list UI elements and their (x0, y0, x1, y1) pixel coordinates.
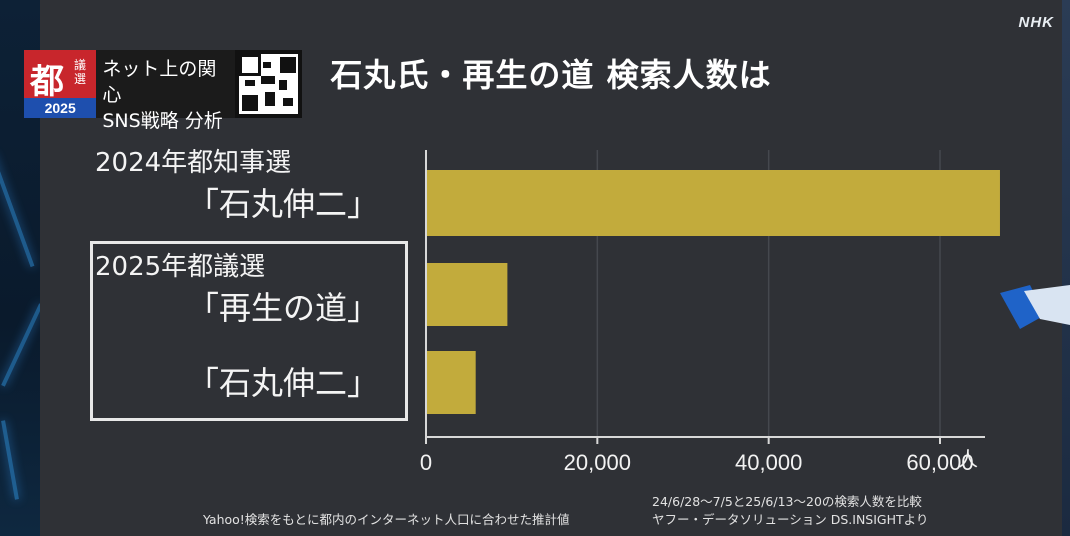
x-tick-label: 0 (420, 450, 432, 475)
badge-caption: ネット上の関心 SNS戦略 分析 (96, 50, 236, 132)
badge-kanji: 都 (30, 62, 64, 102)
category-label-2: 2025年都議選 「再生の道」 (95, 246, 379, 329)
badge-caption-line2: SNS戦略 分析 (102, 110, 223, 132)
highlight-box (90, 241, 408, 421)
category-name-1: 「石丸伸二」 (187, 185, 380, 223)
program-badge: 都 議選 2025 ネット上の関心 SNS戦略 分析 (24, 50, 302, 132)
x-tick-label: 60,000 (906, 450, 973, 475)
badge-year: 2025 (24, 98, 97, 118)
qr-code-icon (239, 54, 299, 114)
footnote-source: ヤフー・データソリューション DS.INSIGHTより (652, 512, 929, 527)
category-group-2: 2025年都議選 (95, 252, 266, 282)
category-name-3: 「石丸伸二」 (187, 364, 380, 402)
badge-caption-line1: ネット上の関心 (102, 58, 217, 106)
bar (426, 170, 1000, 236)
chart-title: 石丸氏・再生の道 検索人数は (330, 56, 772, 94)
x-tick-label: 20,000 (564, 450, 631, 475)
category-label-3: 「石丸伸二」 (187, 358, 379, 404)
bar (426, 351, 476, 414)
footnote-period: 24/6/28〜7/5と25/6/13〜20の検索人数を比較 (652, 494, 922, 509)
bar (426, 263, 508, 326)
category-label-1: 2024年都知事選 「石丸伸二」 (95, 142, 379, 225)
x-axis-unit: 人 (958, 447, 978, 471)
footnote-method: Yahoo!検索をもとに都内のインターネット人口に合わせた推計値 (203, 512, 570, 527)
category-name-2: 「再生の道」 (187, 289, 380, 327)
category-group-1: 2024年都知事選 (95, 148, 292, 178)
broadcaster-logo: NHK (1018, 14, 1054, 31)
presenter-hand-decoration (1000, 285, 1070, 329)
x-tick-label: 40,000 (735, 450, 802, 475)
badge-small-text: 議選 (74, 58, 87, 86)
election-badge: 都 議選 2025 (24, 50, 97, 118)
